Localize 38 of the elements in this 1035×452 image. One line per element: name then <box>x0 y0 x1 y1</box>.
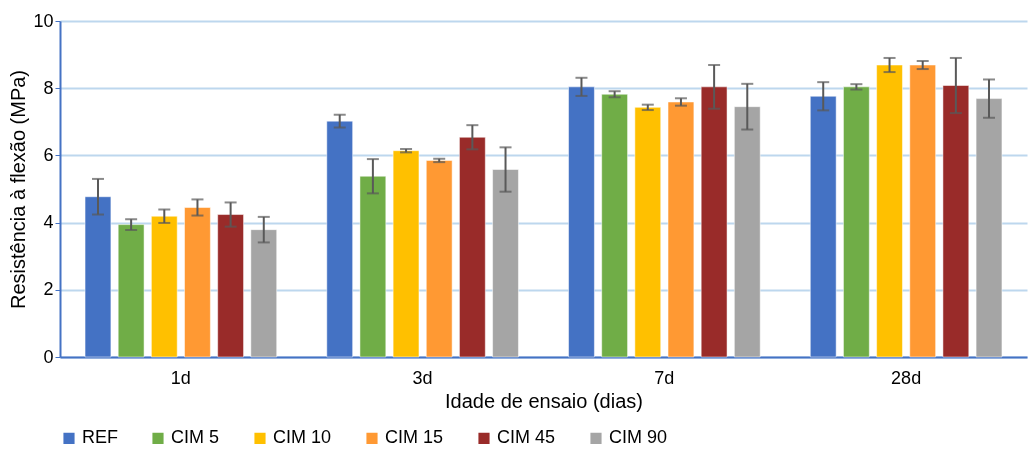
y-tick-label: 0 <box>43 346 54 367</box>
x-tick-label: 3d <box>412 367 433 388</box>
bar <box>150 215 178 358</box>
bar <box>359 175 387 358</box>
bar <box>942 85 970 358</box>
bar <box>492 169 519 358</box>
bar <box>975 98 1003 358</box>
bar <box>700 86 728 358</box>
bar <box>909 64 937 358</box>
y-tick-label: 2 <box>43 279 54 300</box>
y-tick-label: 6 <box>43 144 54 165</box>
y-tick-label: 8 <box>43 77 54 98</box>
legend-label: CIM 5 <box>171 427 220 448</box>
x-axis-title: Idade de ensaio (dias) <box>445 389 643 412</box>
bar <box>733 106 761 358</box>
bar <box>184 206 211 358</box>
bar <box>458 136 486 358</box>
x-tick-label: 7d <box>654 367 675 388</box>
bar <box>667 101 695 358</box>
y-tick-label: 4 <box>43 212 54 233</box>
legend-label: REF <box>82 427 118 448</box>
bar <box>876 64 903 358</box>
bar <box>392 150 420 358</box>
y-tick-label: 10 <box>33 10 54 31</box>
bar <box>250 229 278 358</box>
bar <box>842 86 870 358</box>
bar <box>634 106 662 358</box>
bar <box>117 224 145 358</box>
legend-label: CIM 15 <box>385 427 444 448</box>
y-axis-title: Resistência à flexão (MPa) <box>7 70 30 309</box>
bar <box>425 159 453 358</box>
x-tick-label: 1d <box>170 367 191 388</box>
legend-label: CIM 10 <box>273 427 332 448</box>
legend-label: CIM 90 <box>609 427 668 448</box>
legend-label: CIM 45 <box>497 427 556 448</box>
bar <box>601 93 629 358</box>
x-tick-label: 28d <box>891 367 922 388</box>
bar <box>217 214 245 358</box>
